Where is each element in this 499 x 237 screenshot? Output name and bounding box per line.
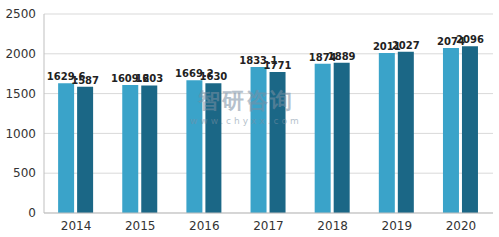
- svg-text:2019: 2019: [382, 219, 413, 233]
- svg-text:2014: 2014: [61, 219, 92, 233]
- svg-text:1833.1: 1833.1: [239, 55, 278, 67]
- svg-text:2018: 2018: [317, 219, 348, 233]
- svg-text:1609.2: 1609.2: [111, 72, 150, 84]
- html-text:www.chyxx.com: www.chyxx.com: [190, 116, 302, 126]
- svg-text:2015: 2015: [125, 219, 156, 233]
- svg-text:1771: 1771: [264, 60, 292, 71]
- svg-text:500: 500: [13, 166, 36, 180]
- html-text:智研咨询: 智研咨询: [197, 88, 294, 113]
- svg-text:2011: 2011: [372, 40, 401, 52]
- svg-text:2017: 2017: [253, 219, 284, 233]
- svg-text:2016: 2016: [189, 219, 220, 233]
- svg-text:1874: 1874: [308, 51, 337, 63]
- svg-text:2000: 2000: [8, 47, 36, 61]
- svg-text:1889: 1889: [328, 51, 356, 62]
- svg-text:1000: 1000: [8, 127, 36, 141]
- svg-text:0: 0: [28, 206, 36, 220]
- svg-text:2074: 2074: [437, 35, 465, 47]
- svg-text:2020: 2020: [446, 219, 477, 233]
- svg-text:1629.6: 1629.6: [46, 71, 86, 83]
- svg-text:1587: 1587: [71, 75, 99, 86]
- svg-text:2500: 2500: [8, 7, 36, 21]
- svg-text:1669.2: 1669.2: [175, 68, 214, 80]
- svg-text:1630: 1630: [199, 71, 227, 82]
- svg-text:2027: 2027: [392, 40, 420, 51]
- svg-text:1500: 1500: [8, 87, 36, 101]
- svg-text:2096: 2096: [456, 34, 484, 45]
- svg-text:1603: 1603: [135, 73, 163, 84]
